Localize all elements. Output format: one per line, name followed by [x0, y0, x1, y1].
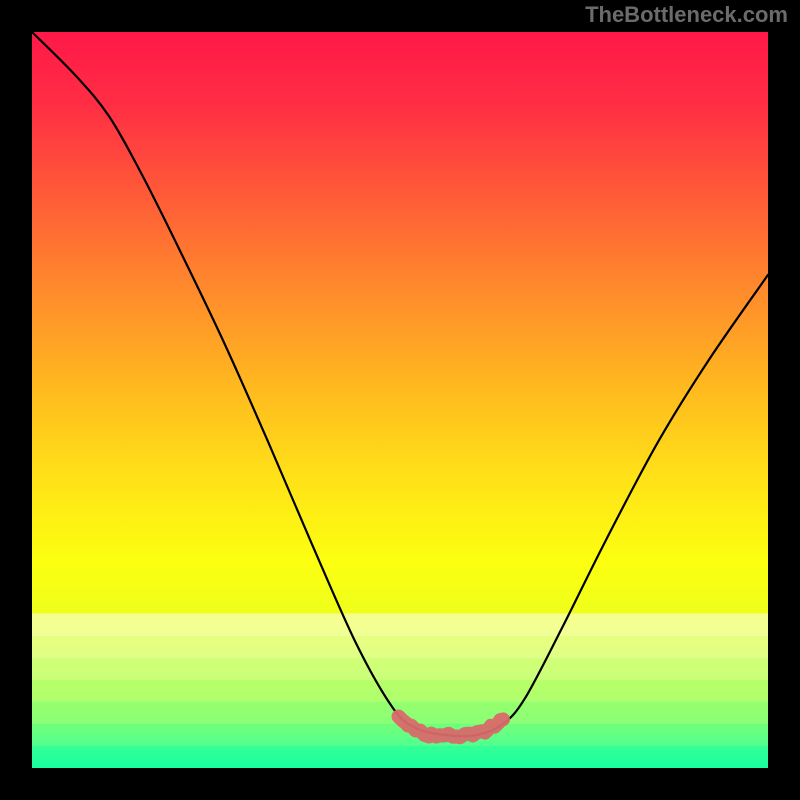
- bottom-band: [32, 658, 768, 681]
- watermark-text: TheBottleneck.com: [585, 2, 788, 28]
- bottom-band: [32, 746, 768, 768]
- bottom-band: [32, 636, 768, 659]
- bottleneck-chart: [32, 32, 768, 768]
- bottom-band: [32, 680, 768, 703]
- bottom-band: [32, 613, 768, 636]
- chart-frame: TheBottleneck.com: [0, 0, 800, 800]
